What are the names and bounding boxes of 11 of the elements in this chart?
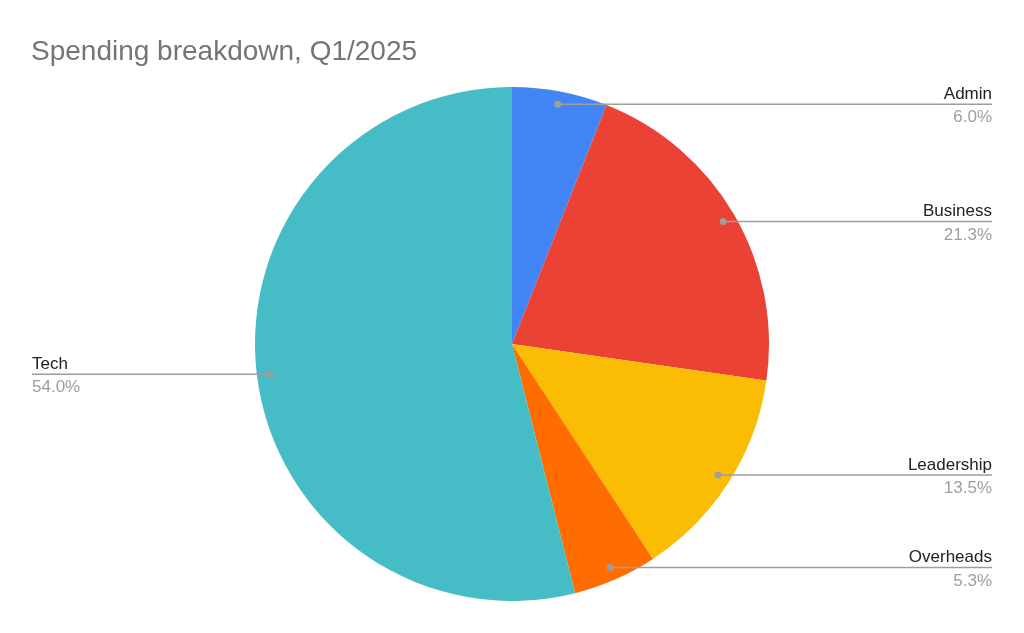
chart-title: Spending breakdown, Q1/2025 <box>31 35 418 66</box>
slice-label: Business <box>923 201 992 221</box>
data-label: 54.0% <box>32 377 81 397</box>
slice-label: Tech <box>32 354 68 374</box>
slice-label: Admin <box>943 84 992 104</box>
slice-label: Leadership <box>907 455 992 475</box>
data-label: 6.0% <box>953 107 992 127</box>
slice-label: Overheads <box>908 547 992 567</box>
data-label: 5.3% <box>953 570 992 590</box>
data-label: 21.3% <box>943 224 992 244</box>
data-label: 13.5% <box>943 478 992 498</box>
